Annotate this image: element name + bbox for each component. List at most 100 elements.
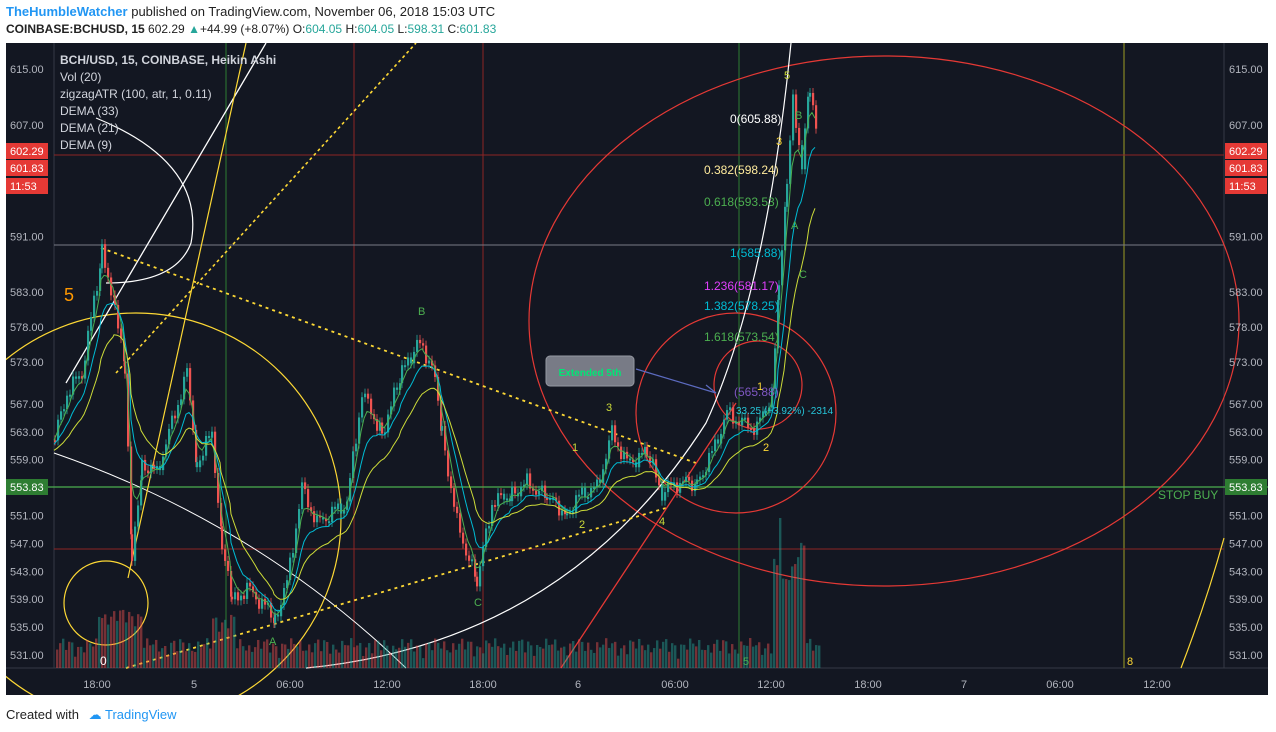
candle-body (96, 290, 99, 296)
volume-bar (683, 644, 686, 668)
volume-bar (146, 638, 149, 668)
candle-body (307, 489, 310, 508)
volume-bar (578, 639, 581, 668)
volume-bar (389, 653, 392, 668)
candle-body (635, 462, 638, 468)
legend-item-dema21[interactable]: DEMA (21) (60, 121, 119, 135)
candle-body (549, 497, 552, 500)
sub-1-label: 1 (757, 381, 763, 393)
candle-body (699, 476, 702, 480)
candle-body (107, 267, 110, 278)
candle-body (124, 361, 127, 374)
wave-3-label: 3 (606, 402, 612, 414)
legend-item-dema33[interactable]: DEMA (33) (60, 104, 119, 118)
candle-body (286, 580, 289, 588)
candle-body (171, 415, 174, 429)
candle-body (196, 462, 199, 468)
candle-body (60, 411, 63, 420)
candle-body (410, 357, 413, 364)
price-tag-box (6, 143, 48, 159)
wave-5-label: 5 (64, 285, 74, 305)
legend-title[interactable]: BCH/USD, 15, COINBASE, Heikin Ashi (60, 53, 277, 67)
legend-item-zigzag[interactable]: zigzagATR (100, atr, 1, 0.11) (60, 87, 212, 101)
volume-bar (539, 646, 542, 668)
time-axis-tick: 12:00 (757, 679, 785, 691)
volume-bar (239, 639, 242, 668)
candle-body (199, 460, 202, 468)
extended-callout-text: Extended 5th (559, 368, 622, 379)
volume-bar (737, 653, 740, 668)
volume-bar (680, 644, 683, 668)
price-axis-tick: 578.00 (1229, 322, 1263, 334)
candle-body (355, 443, 358, 452)
legend-item-dema9[interactable]: DEMA (9) (60, 138, 113, 152)
candle-body (289, 557, 292, 581)
author-link[interactable]: TheHumbleWatcher (6, 4, 128, 19)
candle-body (599, 479, 602, 483)
candle-body (596, 479, 599, 488)
close-value: 601.83 (459, 22, 497, 36)
candle-body (168, 428, 171, 445)
volume-bar (626, 654, 629, 668)
candle-body (140, 480, 143, 506)
candle-body (714, 439, 717, 451)
time-axis-tick: 18:00 (83, 679, 111, 691)
volume-bar (497, 646, 500, 668)
publish-info: published on TradingView.com, November 0… (131, 4, 496, 19)
price-axis-tick: 551.00 (10, 510, 44, 522)
volume-bar (317, 639, 320, 668)
candle-body (503, 493, 506, 500)
candle-body (90, 316, 93, 331)
tradingview-link[interactable]: TradingView (105, 707, 177, 722)
fib-level-label: 0(605.88) (730, 112, 781, 126)
candle-body (177, 404, 180, 419)
candle-body (735, 421, 738, 424)
volume-bar (98, 616, 101, 668)
candle-body (249, 582, 252, 587)
price-axis-tick: 553.83 (1229, 482, 1263, 494)
time-axis-tick: 6 (575, 679, 581, 691)
candle-body (274, 614, 277, 623)
candle-body (815, 105, 818, 129)
price-tag-box (1225, 143, 1267, 159)
candle-body (174, 415, 177, 419)
candle-body (581, 487, 584, 495)
chart-area[interactable]: 615.00 615.00 607.00 607.00 602.29 602.29 601.… (6, 43, 1268, 695)
change-value: +44.99 (+8.07%) (199, 22, 290, 36)
volume-bar (353, 647, 356, 668)
dema-9-line (53, 111, 816, 615)
fib-level-label: 0.382(598.24) (704, 163, 779, 177)
volume-bar (191, 650, 194, 668)
candle-body (186, 368, 189, 377)
volume-bar (287, 648, 290, 668)
legend-item-vol[interactable]: Vol (20) (60, 70, 102, 84)
volume-bar (332, 644, 335, 668)
candle-body (370, 398, 373, 415)
volume-bar (188, 643, 191, 668)
volume-bar (74, 656, 77, 668)
candle-body (676, 482, 679, 493)
low-label: L: (397, 22, 408, 36)
volume-bar (554, 639, 557, 668)
volume-bar (260, 648, 263, 668)
price-axis-tick: 531.00 (10, 650, 44, 662)
yellow-dotted-up (125, 507, 667, 669)
candle-body (544, 485, 547, 498)
volume-bar (791, 566, 794, 668)
candle-body (479, 566, 482, 587)
price-axis-tick: 607.00 (1229, 120, 1263, 132)
volume-bar (476, 646, 479, 668)
volume-bar (380, 650, 383, 668)
yellow-small-circle (63, 560, 149, 646)
volume-bar (299, 640, 302, 668)
high-value: 604.05 (357, 22, 395, 36)
candle-body (227, 560, 230, 572)
volume-bar (434, 638, 437, 668)
candle-body (117, 304, 120, 329)
volume-bar (806, 643, 809, 668)
candle-body (346, 501, 349, 510)
volume-bar (698, 639, 701, 668)
candle-body (506, 498, 509, 501)
candle-body (358, 417, 361, 444)
